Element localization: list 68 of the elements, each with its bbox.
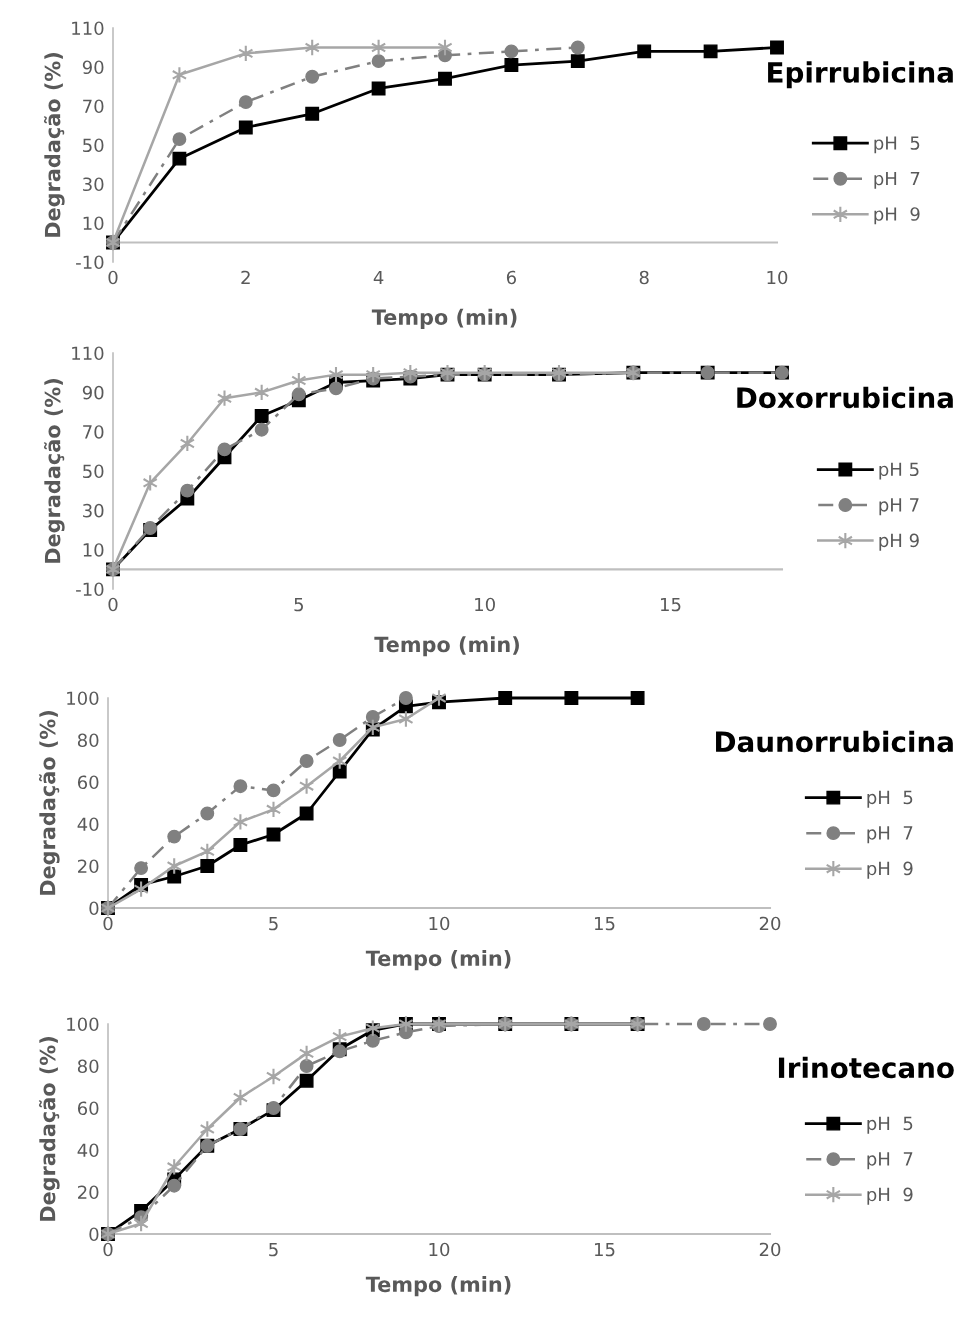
y-tick-label: 70 <box>83 425 104 439</box>
y-axis-title: Degradação (%) <box>38 711 60 895</box>
y-tick-label: 100 <box>67 691 99 706</box>
x-tick-label: 0 <box>108 597 118 612</box>
y-axis-title: Degradação (%) <box>38 1037 60 1221</box>
legend-label: pH 9 <box>867 1187 913 1205</box>
x-tick-label: 5 <box>294 597 303 612</box>
text: Irinotecano <box>778 1056 954 1079</box>
x-tick-label: 10 <box>429 1242 450 1257</box>
x-tick-label: 20 <box>759 1242 781 1257</box>
text: Epirrubicina <box>768 61 953 89</box>
y-tick-label: 0 <box>89 901 99 916</box>
y-tick-label: 110 <box>72 346 104 361</box>
legend-label: pH 5 <box>874 136 920 154</box>
x-axis-title: Tempo (min) <box>365 1276 511 1297</box>
legend-label: pH 5 <box>867 1116 913 1134</box>
x-tick-label: 15 <box>661 597 681 612</box>
x-tick-label: 10 <box>767 270 788 285</box>
x-tick-label: 6 <box>506 270 517 285</box>
legend-label: pH 7 <box>874 171 920 189</box>
text: Doxorrubicina <box>737 386 953 409</box>
y-tick-label: 10 <box>83 216 104 231</box>
y-tick-label: 0 <box>89 1227 99 1242</box>
y-tick-label: 60 <box>77 775 99 790</box>
legend-label: pH 9 <box>879 533 919 551</box>
y-tick-label: 10 <box>83 543 104 557</box>
legend-label: pH 9 <box>874 207 920 225</box>
y-axis-title: Degradação (%) <box>43 379 65 563</box>
x-tick-label: 20 <box>759 916 781 931</box>
y-tick-label: 110 <box>72 21 104 36</box>
y-axis-title: Degradação (%) <box>43 53 65 237</box>
x-axis-title: Tempo (min) <box>365 950 511 971</box>
x-axis-title: Tempo (min) <box>371 308 517 329</box>
y-tick-label: -10 <box>76 582 104 597</box>
legend-label: pH 5 <box>867 790 913 808</box>
x-tick-label: 4 <box>373 270 384 285</box>
x-tick-label: 15 <box>595 1242 615 1257</box>
text: Daunorrubicina <box>716 730 953 753</box>
legend-label: pH 9 <box>867 861 913 879</box>
y-tick-label: 20 <box>78 1185 99 1200</box>
legend-label: pH 7 <box>879 498 919 516</box>
y-tick-label: 90 <box>82 60 104 75</box>
y-tick-label: 100 <box>67 1017 99 1032</box>
y-tick-label: 20 <box>78 859 99 874</box>
y-tick-label: 90 <box>82 385 104 400</box>
y-tick-label: 70 <box>83 99 104 114</box>
y-tick-label: 50 <box>83 464 104 479</box>
y-tick-label: 50 <box>83 138 104 153</box>
y-tick-label: 60 <box>77 1101 99 1116</box>
y-tick-label: 80 <box>77 733 99 748</box>
x-tick-label: 0 <box>108 270 118 285</box>
x-tick-label: 10 <box>429 916 450 931</box>
y-tick-label: 30 <box>83 503 104 518</box>
x-tick-label: 5 <box>269 1242 278 1257</box>
legend-label: pH 7 <box>867 826 913 844</box>
y-tick-label: 40 <box>77 817 99 832</box>
x-tick-label: 10 <box>475 597 495 612</box>
y-tick-label: 40 <box>77 1143 99 1158</box>
x-tick-label: 2 <box>241 270 250 285</box>
x-tick-label: 15 <box>595 916 615 931</box>
x-tick-label: 5 <box>269 916 278 931</box>
x-axis-title: Tempo (min) <box>374 636 519 657</box>
y-tick-label: 80 <box>77 1059 99 1074</box>
legend-label: pH 7 <box>867 1152 913 1170</box>
x-tick-label: 8 <box>639 270 649 285</box>
y-tick-label: 30 <box>83 177 104 192</box>
legend-label: pH 5 <box>879 462 919 480</box>
y-tick-label: -10 <box>76 255 104 270</box>
